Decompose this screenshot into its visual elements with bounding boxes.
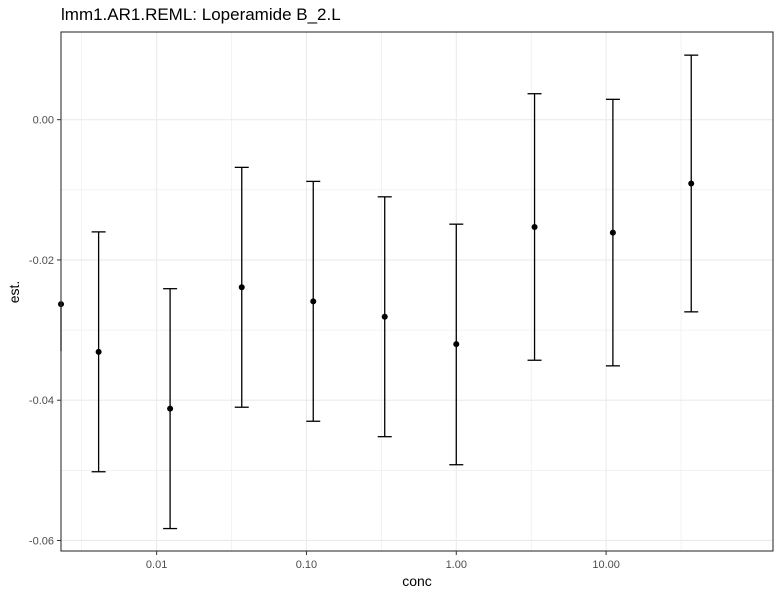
x-axis: 0.01 0.10 1.00 10.00 — [146, 551, 620, 571]
y-tick-label: 0.00 — [33, 115, 54, 127]
data-point — [95, 348, 102, 355]
x-tick-label: 0.01 — [146, 559, 167, 571]
panel-background — [61, 32, 773, 551]
data-point — [609, 229, 616, 236]
chart-title: lmm1.AR1.REML: Loperamide B_2.L — [61, 5, 341, 24]
x-tick-label: 10.00 — [592, 559, 620, 571]
data-points — [58, 180, 695, 412]
x-tick-label: 0.10 — [296, 559, 317, 571]
data-point — [381, 313, 388, 320]
x-axis-title: conc — [402, 573, 432, 589]
data-point — [238, 284, 245, 291]
y-tick-label: -0.02 — [29, 255, 54, 267]
y-axis: 0.00 -0.02 -0.04 -0.06 — [29, 115, 61, 547]
x-tick-label: 1.00 — [446, 559, 467, 571]
y-axis-title: est. — [6, 281, 22, 304]
data-point — [531, 223, 538, 230]
panel-border — [60, 31, 774, 552]
data-point — [453, 341, 460, 348]
y-tick-label: -0.04 — [29, 395, 54, 407]
y-tick-label: -0.06 — [29, 535, 54, 547]
panel-frame — [60, 31, 774, 552]
data-point — [167, 405, 174, 412]
data-point — [310, 298, 317, 305]
plot-panel — [61, 32, 773, 551]
data-point — [688, 180, 695, 187]
